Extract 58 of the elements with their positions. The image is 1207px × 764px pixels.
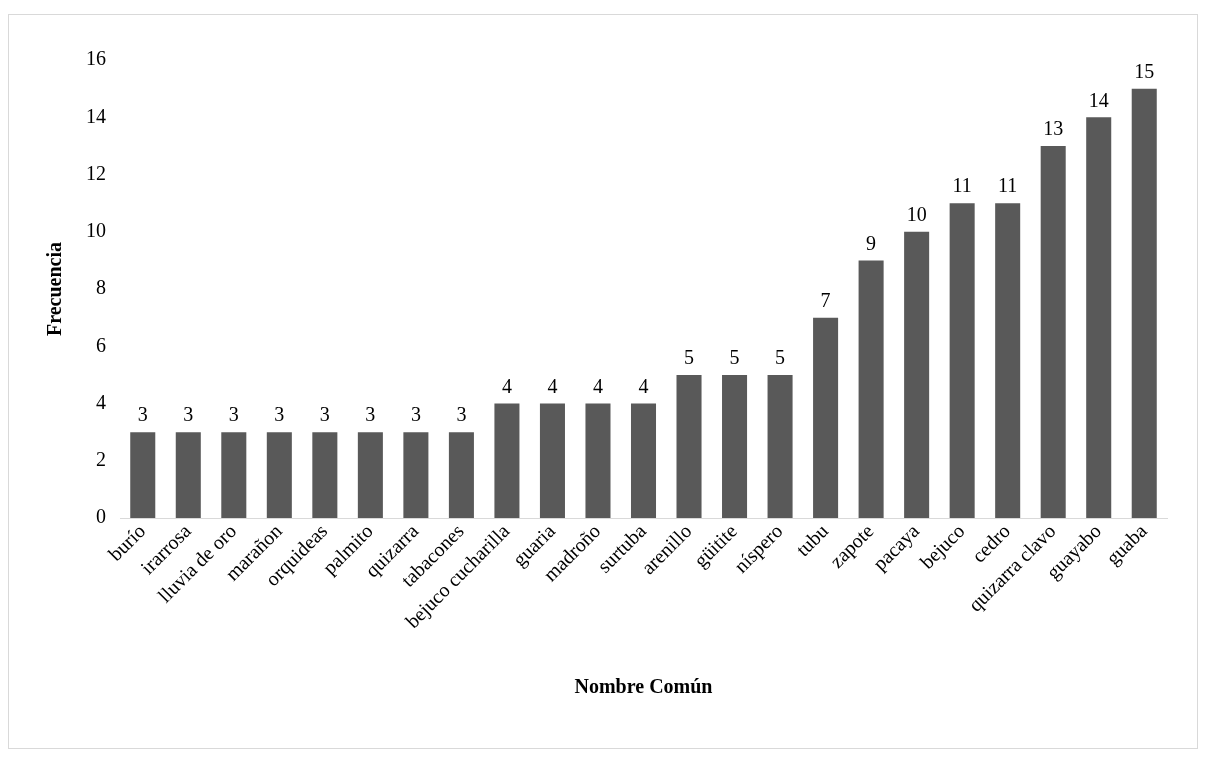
- bar: [722, 374, 748, 519]
- data-label: 5: [729, 346, 740, 369]
- bar: [266, 432, 292, 519]
- data-label: 4: [638, 374, 649, 397]
- bar: [494, 403, 520, 519]
- x-tick-label: tubu: [791, 519, 833, 561]
- bar: [221, 432, 247, 519]
- bar: [1040, 145, 1066, 519]
- bar: [630, 403, 657, 519]
- bar: [585, 403, 611, 519]
- y-tick-label: 8: [96, 276, 106, 299]
- bar: [175, 432, 201, 519]
- bar: [403, 432, 429, 519]
- data-label: 3: [228, 403, 239, 426]
- bar: [995, 203, 1021, 519]
- y-tick-label: 16: [86, 47, 106, 70]
- data-label: 7: [820, 288, 831, 311]
- data-label: 3: [410, 403, 421, 426]
- x-axis-title: Nombre Común: [574, 675, 713, 698]
- bar: [1131, 88, 1157, 519]
- data-label: 5: [775, 346, 786, 369]
- data-label: 13: [1043, 117, 1064, 140]
- bar: [130, 432, 156, 519]
- bar: [539, 403, 565, 519]
- y-tick-label: 4: [96, 390, 106, 413]
- y-tick-label: 12: [86, 161, 106, 184]
- y-tick-label: 14: [86, 104, 106, 127]
- y-tick-label: 2: [96, 448, 106, 471]
- data-label: 3: [456, 403, 467, 426]
- data-label: 3: [274, 403, 285, 426]
- data-label: 3: [183, 403, 194, 426]
- bar: [357, 432, 383, 519]
- bar: [767, 374, 793, 519]
- data-label: 3: [319, 403, 330, 426]
- data-label: 10: [906, 203, 927, 226]
- y-tick-label: 10: [86, 219, 106, 242]
- bar: [949, 203, 975, 519]
- y-tick-label: 6: [96, 333, 106, 356]
- data-label: 4: [547, 374, 558, 397]
- bar: [1086, 117, 1112, 519]
- data-label: 14: [1088, 88, 1109, 111]
- data-label: 5: [684, 346, 695, 369]
- data-label: 15: [1134, 59, 1155, 82]
- bar: [858, 260, 884, 519]
- data-label: 4: [501, 374, 512, 397]
- data-label: 11: [998, 174, 1018, 197]
- data-label: 9: [866, 231, 877, 254]
- data-label: 4: [592, 374, 603, 397]
- data-label: 3: [365, 403, 376, 426]
- data-label: 11: [952, 174, 972, 197]
- bar: [904, 231, 930, 519]
- bar: [676, 374, 702, 519]
- bar: [448, 432, 474, 519]
- bar: [312, 432, 338, 519]
- data-label: 3: [137, 403, 148, 426]
- y-axis-title: Frecuencia: [43, 242, 66, 337]
- bar: [813, 317, 839, 519]
- y-tick-label: 0: [96, 505, 106, 528]
